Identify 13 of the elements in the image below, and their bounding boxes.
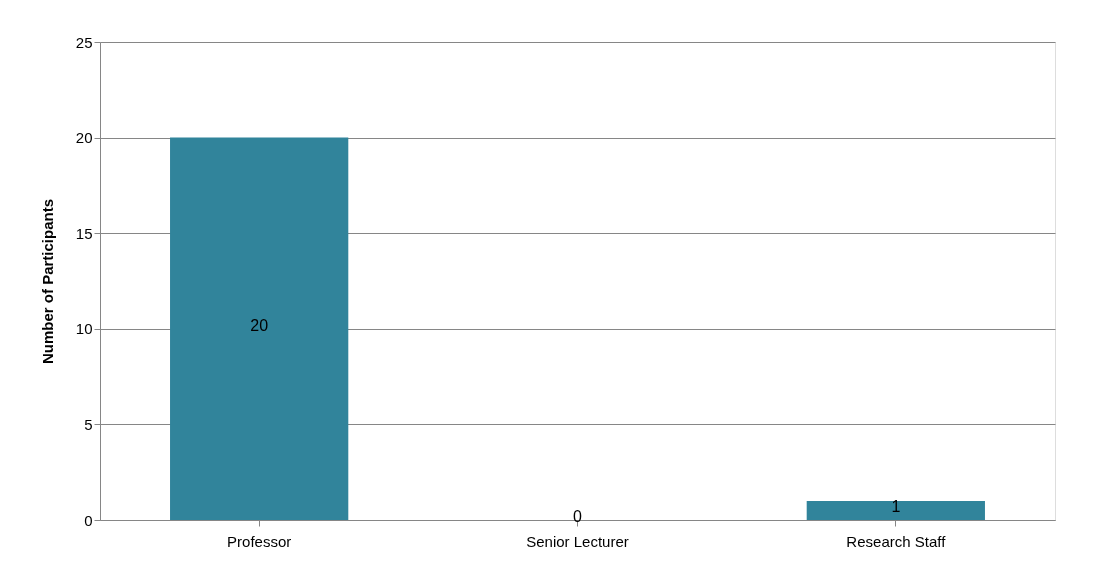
y-axis-title: Number of Participants [38, 198, 56, 365]
x-tick-label: Professor [227, 532, 292, 550]
y-tick-label: 25 [75, 33, 93, 51]
data-label: 0 [573, 508, 583, 525]
x-tick-label: Senior Lecturer [526, 532, 629, 550]
data-label: 1 [891, 498, 901, 516]
y-tick-label: 10 [75, 320, 93, 338]
y-tick-label: 15 [75, 224, 93, 242]
y-tick-label: 20 [75, 129, 93, 147]
x-tick-label: Research Staff [846, 532, 947, 550]
data-label: 20 [250, 316, 269, 334]
y-tick-label: 0 [84, 511, 93, 529]
y-tick-label: 5 [84, 415, 93, 433]
